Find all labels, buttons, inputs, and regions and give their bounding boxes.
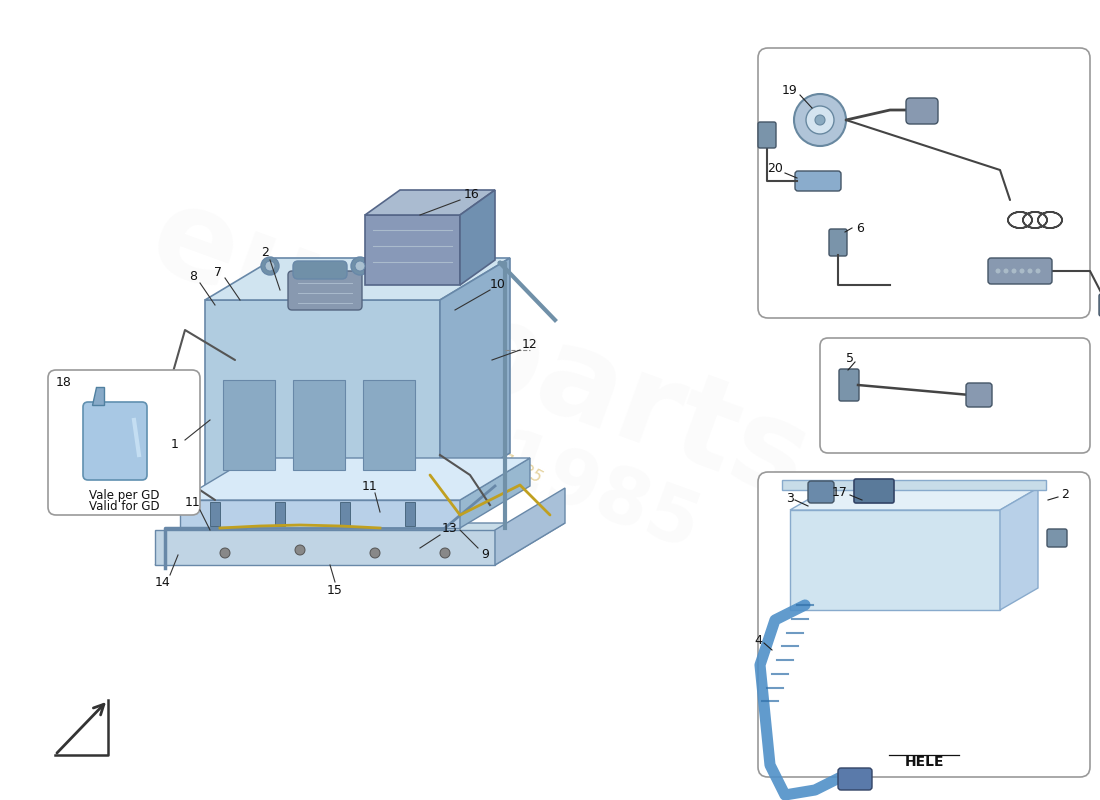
Polygon shape	[365, 215, 460, 285]
Bar	[405, 502, 415, 526]
FancyBboxPatch shape	[758, 472, 1090, 777]
FancyBboxPatch shape	[988, 258, 1052, 284]
Polygon shape	[363, 380, 415, 470]
Circle shape	[996, 269, 1001, 274]
FancyBboxPatch shape	[808, 481, 834, 503]
Circle shape	[815, 115, 825, 125]
Polygon shape	[460, 458, 530, 528]
Circle shape	[295, 545, 305, 555]
Circle shape	[370, 548, 379, 558]
Polygon shape	[1000, 488, 1038, 610]
Text: 4: 4	[755, 634, 762, 646]
Circle shape	[265, 261, 275, 271]
Polygon shape	[440, 258, 510, 495]
Text: 1: 1	[172, 438, 179, 451]
Circle shape	[1020, 269, 1024, 274]
Text: 5: 5	[846, 351, 854, 365]
FancyBboxPatch shape	[293, 261, 346, 279]
Text: 2: 2	[1062, 489, 1069, 502]
Circle shape	[1027, 269, 1033, 274]
Text: 8: 8	[189, 270, 197, 283]
Text: 14: 14	[155, 575, 170, 589]
Text: HELE: HELE	[904, 755, 944, 769]
Circle shape	[220, 548, 230, 558]
Text: 2: 2	[261, 246, 268, 259]
FancyBboxPatch shape	[829, 229, 847, 256]
FancyBboxPatch shape	[758, 122, 776, 148]
Bar	[210, 502, 220, 526]
FancyBboxPatch shape	[966, 383, 992, 407]
Text: 11: 11	[185, 497, 201, 510]
FancyBboxPatch shape	[906, 98, 938, 124]
Circle shape	[1003, 269, 1009, 274]
Text: a passion for parts since 1985: a passion for parts since 1985	[315, 353, 544, 487]
Bar	[275, 502, 285, 526]
Circle shape	[261, 257, 279, 275]
Polygon shape	[790, 488, 1038, 510]
FancyBboxPatch shape	[838, 768, 872, 790]
Bar	[340, 502, 350, 526]
Text: 10: 10	[491, 278, 506, 291]
FancyBboxPatch shape	[1047, 529, 1067, 547]
Text: 15: 15	[327, 583, 343, 597]
Circle shape	[794, 94, 846, 146]
Polygon shape	[155, 530, 495, 565]
Circle shape	[440, 548, 450, 558]
FancyBboxPatch shape	[288, 271, 362, 310]
Polygon shape	[155, 523, 565, 565]
Circle shape	[1035, 269, 1041, 274]
Polygon shape	[205, 258, 510, 300]
Polygon shape	[460, 190, 495, 285]
Text: Vale per GD: Vale per GD	[89, 489, 160, 502]
FancyBboxPatch shape	[854, 479, 894, 503]
Circle shape	[351, 257, 369, 275]
Polygon shape	[495, 488, 565, 565]
Text: 13: 13	[442, 522, 458, 534]
Text: europarts: europarts	[134, 175, 825, 525]
Text: since 1985: since 1985	[250, 336, 710, 564]
FancyBboxPatch shape	[795, 171, 842, 191]
Text: 9: 9	[481, 549, 488, 562]
Polygon shape	[293, 380, 345, 470]
Polygon shape	[782, 480, 1046, 490]
Circle shape	[806, 106, 834, 134]
FancyBboxPatch shape	[839, 369, 859, 401]
Text: 12: 12	[522, 338, 538, 351]
FancyBboxPatch shape	[82, 402, 147, 480]
Polygon shape	[205, 300, 440, 495]
Text: 19: 19	[782, 83, 797, 97]
Text: 6: 6	[856, 222, 864, 234]
FancyBboxPatch shape	[758, 48, 1090, 318]
Circle shape	[1012, 269, 1016, 274]
Text: 7: 7	[214, 266, 222, 278]
Text: 18: 18	[56, 375, 72, 389]
Polygon shape	[180, 500, 460, 528]
Text: 11: 11	[362, 479, 378, 493]
Polygon shape	[223, 380, 275, 470]
Circle shape	[355, 261, 365, 271]
Text: Valid for GD: Valid for GD	[89, 501, 160, 514]
Polygon shape	[790, 510, 1000, 610]
Polygon shape	[92, 387, 104, 405]
Text: 16: 16	[464, 187, 480, 201]
Text: 20: 20	[767, 162, 783, 174]
Text: 3: 3	[786, 491, 794, 505]
FancyBboxPatch shape	[48, 370, 200, 515]
FancyBboxPatch shape	[820, 338, 1090, 453]
Polygon shape	[365, 190, 495, 215]
Polygon shape	[180, 458, 530, 500]
Text: 17: 17	[832, 486, 848, 498]
